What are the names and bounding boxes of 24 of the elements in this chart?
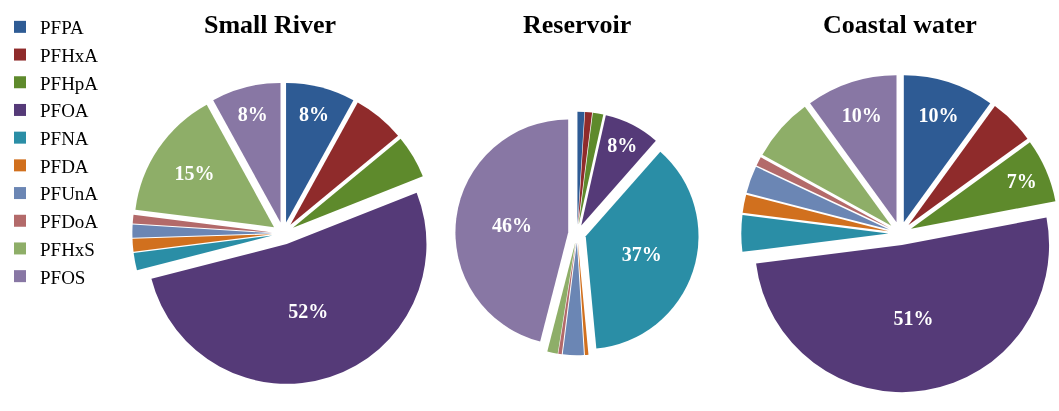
data-label: 15% [174,162,215,185]
legend-label: PFOA [40,100,89,122]
legend-label: PFNA [40,128,89,150]
chart-title: Small River [204,10,337,39]
legend-label: PFOS [40,266,86,288]
data-label: 8% [237,103,268,126]
data-label: 8% [607,133,638,156]
legend-label: PFUnA [40,183,99,205]
data-label: 52% [288,299,329,322]
legend-label: PFHpA [40,72,99,94]
legend-label: PFHxA [40,44,99,66]
legend-label: PFPA [40,17,84,39]
data-label: 46% [492,214,533,237]
chart-title: Coastal water [823,10,977,39]
legend-label: PFHxS [40,238,95,260]
data-label: 10% [918,104,959,127]
data-label: 37% [621,243,662,266]
legend-label: PFDA [40,155,89,177]
data-label: 8% [298,103,329,126]
data-label: 10% [841,104,882,127]
data-label: 51% [893,306,934,329]
chart-title: Reservoir [523,10,632,39]
legend-label: PFDoA [40,211,99,233]
data-label: 7% [1006,169,1037,192]
